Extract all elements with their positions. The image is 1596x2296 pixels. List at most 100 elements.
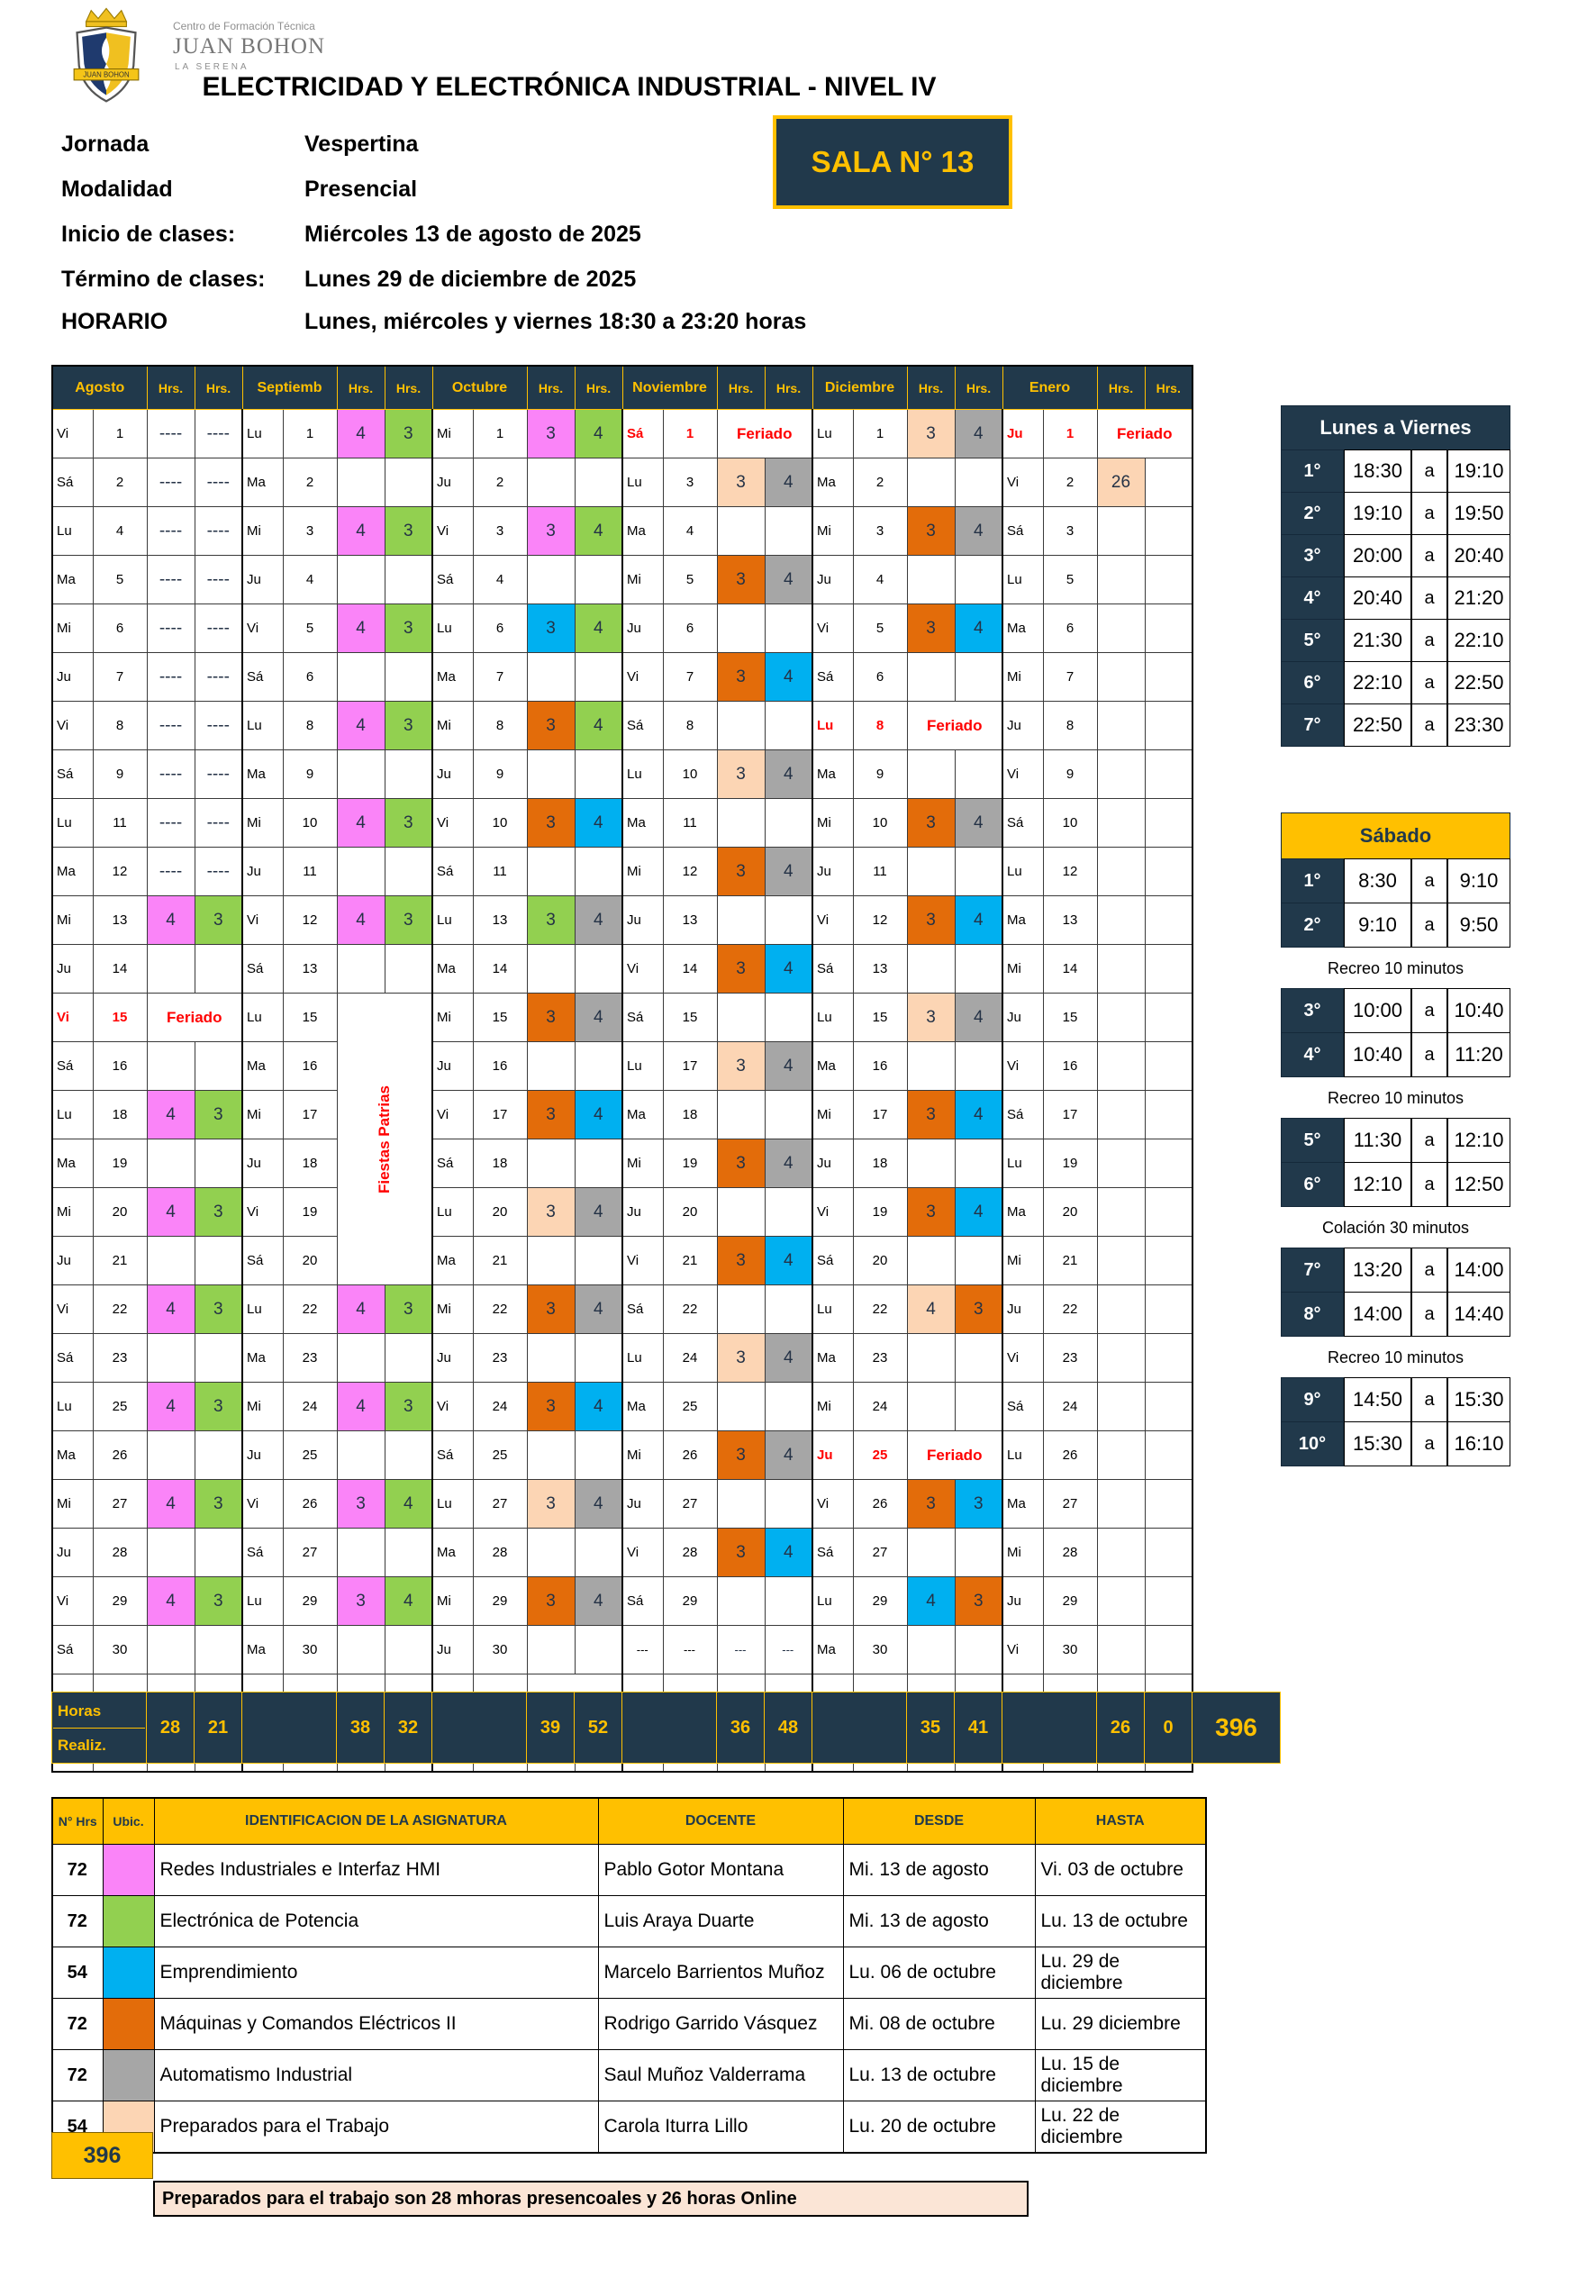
info-label: Modalidad xyxy=(61,177,173,202)
hours-cell: 4 xyxy=(574,798,623,848)
hours-cell: 3 xyxy=(526,1284,576,1334)
day-number-cell: 16 xyxy=(472,1041,528,1091)
feriado-cell: Feriado xyxy=(906,701,1003,750)
day-name-cell: Lu xyxy=(621,749,664,799)
day-name-cell: Ma xyxy=(431,1528,474,1577)
hours-cell xyxy=(194,1333,243,1383)
hours-cell xyxy=(716,993,766,1042)
calendar-row: Lu 4 ---- ---- Mi 3 4 3 Vi 3 3 4 Ma 4 Mi 3 3 4 Sá 3 xyxy=(51,506,1193,556)
subject-color-swatch xyxy=(102,1844,155,1896)
weekday-schedule: Lunes a Viernes 1° 18:30 a 19:10 2° 19:10 a 19:5… xyxy=(1281,405,1510,747)
hours-cell xyxy=(954,652,1003,702)
day-number-cell: 26 xyxy=(852,1479,908,1529)
hours-cell: 3 xyxy=(384,701,433,750)
hours-cell xyxy=(764,1090,813,1139)
day-name-cell: Lu xyxy=(621,1041,664,1091)
calendar-row: Sá 23 Ma 23 Ju 23 Lu 24 3 4 Ma 23 Vi 23 xyxy=(51,1333,1193,1383)
month-header: Diciembre xyxy=(812,365,908,410)
hours-cell xyxy=(146,1333,195,1383)
day-number-cell: 12 xyxy=(662,847,718,896)
subject-hasta-cell: Lu. 15 de diciembre xyxy=(1034,2049,1207,2101)
day-name-cell: Ju xyxy=(1002,701,1044,750)
day-name-cell: Ma xyxy=(1002,1187,1044,1237)
day-number-cell: 8 xyxy=(852,701,908,750)
hours-cell xyxy=(336,1333,385,1383)
hours-cell xyxy=(146,1430,195,1480)
hrs-header: Hrs. xyxy=(146,365,195,410)
period-cell: 10° xyxy=(1281,1421,1344,1466)
hours-cell xyxy=(1144,1382,1193,1431)
hours-cell: 4 xyxy=(146,895,195,945)
day-name-cell: Ma xyxy=(1002,1479,1044,1529)
day-name-cell: Ju xyxy=(241,1430,284,1480)
calendar-row: Sá 16 Ma 16 Ju 16 Lu 17 3 4 Ma 16 Vi 16 xyxy=(51,1041,1193,1091)
day-number-cell: 11 xyxy=(662,798,718,848)
day-name-cell: Lu xyxy=(431,1187,474,1237)
totals-value-cell: 41 xyxy=(954,1692,1002,1764)
day-name-cell: Ma xyxy=(1002,603,1044,653)
hours-cell: 4 xyxy=(764,847,813,896)
day-number-cell: 6 xyxy=(1042,603,1098,653)
day-name-cell: Ma xyxy=(1002,895,1044,945)
time-separator: a xyxy=(1411,1248,1447,1293)
saturday-schedule: Sábado 1° 8:30 a 9:10 2° 9:10 a 9:50 Recreo 10 mi… xyxy=(1281,812,1510,1466)
day-name-cell: Lu xyxy=(431,895,474,945)
subject-row: 54 Emprendimiento Marcelo Barrientos Muñoz… xyxy=(51,1947,1207,1999)
hours-cell: 4 xyxy=(336,701,385,750)
period-cell: 6° xyxy=(1281,1162,1344,1207)
hours-cell: 4 xyxy=(764,1430,813,1480)
hours-cell: 4 xyxy=(764,1236,813,1285)
schedule-row: 8° 14:00 a 14:40 xyxy=(1281,1292,1510,1337)
subjects-total: 396 xyxy=(51,2132,153,2179)
hrs-header: Hrs. xyxy=(526,365,576,410)
day-number-cell: 14 xyxy=(92,944,148,994)
subjects-header: IDENTIFICACION DE LA ASIGNATURA xyxy=(153,1797,599,1845)
hours-cell: 3 xyxy=(194,1090,243,1139)
schedule-row: 6° 12:10 a 12:50 xyxy=(1281,1162,1510,1207)
day-number-cell: 10 xyxy=(282,798,338,848)
time-to-cell: 23:30 xyxy=(1447,703,1510,747)
day-number-cell: 16 xyxy=(282,1041,338,1091)
day-name-cell: Ma xyxy=(812,749,854,799)
time-separator: a xyxy=(1411,1118,1447,1163)
hours-cell xyxy=(146,1528,195,1577)
day-number-cell: 26 xyxy=(662,1430,718,1480)
hours-cell xyxy=(146,944,195,994)
period-cell: 8° xyxy=(1281,1292,1344,1337)
day-name-cell: Vi xyxy=(51,993,94,1042)
hours-cell xyxy=(526,944,576,994)
hours-cell xyxy=(384,652,433,702)
day-name-cell: Mi xyxy=(241,1090,284,1139)
day-name-cell: Lu xyxy=(621,1333,664,1383)
day-name-cell: Mi xyxy=(621,847,664,896)
hours-cell: 3 xyxy=(906,409,956,458)
hours-cell: --- xyxy=(764,1625,813,1674)
hours-cell: 3 xyxy=(716,1528,766,1577)
day-name-cell: Ma xyxy=(621,1090,664,1139)
hours-cell xyxy=(764,993,813,1042)
time-to-cell: 19:10 xyxy=(1447,449,1510,493)
day-number-cell: 22 xyxy=(662,1284,718,1334)
day-number-cell: 2 xyxy=(852,458,908,507)
subject-hasta-cell: Lu. 22 de diciembre xyxy=(1034,2101,1207,2154)
hours-cell: 4 xyxy=(906,1576,956,1626)
day-number-cell: 23 xyxy=(92,1333,148,1383)
calendar-row: Vi 29 4 3 Lu 29 3 4 Mi 29 3 4 Sá 29 Lu 29 4 3 Ju 29 xyxy=(51,1576,1193,1626)
day-number-cell: 8 xyxy=(92,701,148,750)
day-number-cell: 27 xyxy=(662,1479,718,1529)
hours-cell xyxy=(1096,1187,1146,1237)
hours-cell: 3 xyxy=(194,895,243,945)
day-number-cell: 15 xyxy=(282,993,338,1042)
day-number-cell: 9 xyxy=(282,749,338,799)
day-number-cell: 28 xyxy=(1042,1528,1098,1577)
day-number-cell: 19 xyxy=(662,1139,718,1188)
hours-cell xyxy=(146,1139,195,1188)
day-number-cell: 4 xyxy=(472,555,528,604)
day-name-cell: Ju xyxy=(51,1236,94,1285)
hours-cell xyxy=(906,749,956,799)
day-name-cell: Ma xyxy=(812,1333,854,1383)
time-from-cell: 11:30 xyxy=(1344,1118,1411,1163)
hours-cell: 4 xyxy=(336,798,385,848)
day-number-cell: 23 xyxy=(1042,1333,1098,1383)
hours-cell xyxy=(906,847,956,896)
